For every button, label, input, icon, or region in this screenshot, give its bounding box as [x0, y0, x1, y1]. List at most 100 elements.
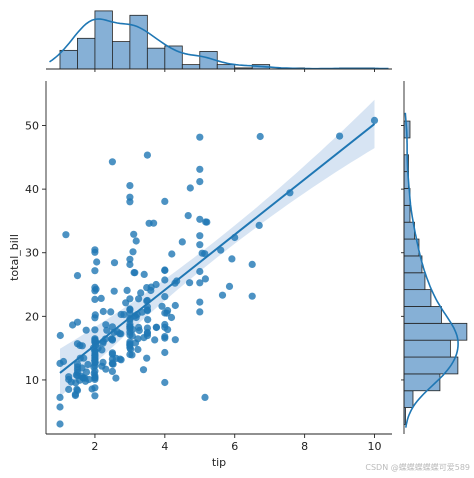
scatter-point: [158, 302, 166, 310]
scatter-point: [108, 158, 116, 166]
scatter-point: [143, 354, 151, 362]
scatter-point: [72, 371, 80, 379]
y-tick-label: 50: [25, 120, 39, 133]
scatter-point: [132, 237, 140, 245]
scatter-point: [171, 336, 179, 344]
scatter-point: [143, 284, 151, 292]
right-kde-curve: [404, 112, 459, 428]
scatter-point: [161, 276, 169, 284]
scatter-point: [131, 269, 139, 277]
scatter-point: [98, 362, 106, 370]
scatter-point: [108, 355, 116, 363]
scatter-point: [91, 314, 99, 322]
scatter-point: [91, 347, 99, 355]
scatter-point: [126, 320, 134, 328]
scatter-point: [91, 357, 99, 365]
top-kde-curve: [49, 18, 389, 70]
y-tick-label: 40: [25, 183, 39, 196]
x-tick-label: 10: [368, 440, 382, 453]
top-hist-bar: [129, 14, 148, 70]
scatter-point: [120, 311, 128, 319]
scatter-point: [56, 331, 64, 340]
scatter-point: [69, 321, 77, 329]
scatter-point: [56, 393, 64, 401]
scatter-point: [56, 420, 64, 428]
scatter-point: [134, 335, 142, 343]
right-hist-bar: [403, 204, 411, 223]
scatter-point: [196, 279, 204, 287]
scatter-point: [167, 313, 176, 322]
scatter-plot-area: [56, 99, 379, 428]
scatter-point: [161, 378, 169, 387]
scatter-point: [168, 250, 176, 258]
regression-line: [59, 123, 376, 374]
top-hist-bar: [216, 64, 236, 70]
top-hist-bar: [181, 64, 201, 70]
y-tick-label: 10: [25, 374, 39, 387]
top-hist-bar: [59, 49, 78, 70]
scatter-point: [126, 182, 134, 190]
scatter-point: [150, 219, 158, 227]
scatter-point: [110, 259, 119, 267]
scatter-point: [336, 132, 344, 140]
scatter-point: [135, 323, 143, 331]
scatter-point: [196, 133, 204, 141]
scatter-point: [134, 345, 142, 354]
scatter-point: [152, 280, 160, 289]
scatter-point: [161, 348, 169, 357]
scatter-point: [65, 375, 73, 384]
scatter-point: [130, 230, 138, 238]
right-hist-bar: [403, 289, 432, 307]
scatter-point: [73, 340, 82, 348]
scatter-point: [126, 328, 134, 336]
scatter-point: [256, 132, 264, 141]
scatter-point: [91, 375, 99, 383]
scatter-point: [91, 267, 99, 275]
scatter-point: [196, 298, 204, 306]
scatter-point: [143, 151, 151, 159]
scatter-point: [248, 292, 256, 300]
scatter-point: [126, 255, 134, 263]
scatter-point: [62, 231, 70, 239]
marginal-histogram-right: [403, 112, 468, 428]
scatter-point: [171, 301, 179, 310]
scatter-point: [135, 295, 143, 303]
x-axis-label: tip: [212, 456, 226, 469]
scatter-point: [161, 320, 169, 329]
scatter-point: [196, 178, 204, 186]
scatter-point: [186, 184, 194, 192]
x-tick-label: 4: [161, 440, 168, 453]
scatter-point: [107, 308, 115, 316]
scatter-point: [143, 307, 151, 315]
scatter-point: [248, 260, 256, 268]
y-axis-label: total_bill: [8, 234, 21, 281]
right-hist-bar: [403, 339, 451, 358]
scatter-point: [123, 286, 131, 294]
scatter-point: [151, 336, 159, 344]
axes: 2 4 6 8 10 10 20 30 40 50: [25, 68, 405, 453]
scatter-point: [122, 299, 130, 307]
scatter-point: [99, 307, 107, 316]
scatter-point: [196, 215, 204, 223]
scatter-point: [91, 287, 99, 295]
scatter-point: [143, 324, 151, 332]
scatter-point: [108, 367, 116, 375]
scatter-point: [196, 241, 204, 249]
watermark-text: CSDN @蝶蝶蝶蝶蝶可爱589: [365, 462, 470, 472]
scatter-point: [202, 218, 210, 226]
scatter-point: [97, 294, 105, 302]
scatter-point: [184, 212, 192, 220]
scatter-point: [161, 293, 169, 301]
scatter-point: [196, 267, 204, 276]
scatter-point: [88, 385, 96, 393]
scatter-point: [91, 392, 99, 400]
scatter-point: [84, 360, 92, 369]
scatter-point: [126, 193, 134, 201]
scatter-point: [103, 326, 111, 334]
scatter-point: [98, 346, 106, 354]
scatter-point: [73, 272, 82, 280]
scatter-point: [255, 221, 263, 229]
scatter-point: [93, 258, 101, 266]
scatter-point: [126, 260, 134, 269]
